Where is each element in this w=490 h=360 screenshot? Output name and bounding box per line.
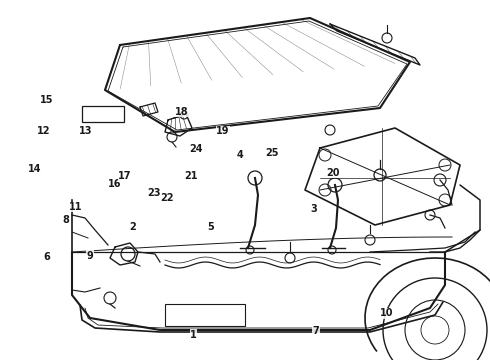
Text: 12: 12 bbox=[37, 126, 51, 136]
Text: 9: 9 bbox=[86, 251, 93, 261]
Text: 8: 8 bbox=[63, 215, 70, 225]
Text: 11: 11 bbox=[69, 202, 83, 212]
Text: 18: 18 bbox=[174, 107, 188, 117]
Text: 19: 19 bbox=[216, 126, 230, 136]
Text: 2: 2 bbox=[129, 222, 136, 232]
Bar bbox=[82, 106, 124, 122]
Text: 3: 3 bbox=[310, 204, 317, 214]
Text: 23: 23 bbox=[147, 188, 161, 198]
Text: 15: 15 bbox=[40, 95, 53, 105]
Text: 22: 22 bbox=[160, 193, 173, 203]
Text: 25: 25 bbox=[265, 148, 279, 158]
Text: 13: 13 bbox=[79, 126, 93, 136]
Text: 10: 10 bbox=[380, 308, 394, 318]
Text: 21: 21 bbox=[184, 171, 198, 181]
Text: 7: 7 bbox=[313, 326, 319, 336]
Text: 20: 20 bbox=[326, 168, 340, 178]
Text: 1: 1 bbox=[190, 330, 197, 340]
Text: 6: 6 bbox=[43, 252, 50, 262]
Bar bbox=[165, 304, 245, 326]
Text: 5: 5 bbox=[207, 222, 214, 232]
Text: 17: 17 bbox=[118, 171, 132, 181]
Text: 4: 4 bbox=[237, 150, 244, 160]
Text: 14: 14 bbox=[27, 164, 41, 174]
Text: 24: 24 bbox=[189, 144, 203, 154]
Text: 16: 16 bbox=[108, 179, 122, 189]
